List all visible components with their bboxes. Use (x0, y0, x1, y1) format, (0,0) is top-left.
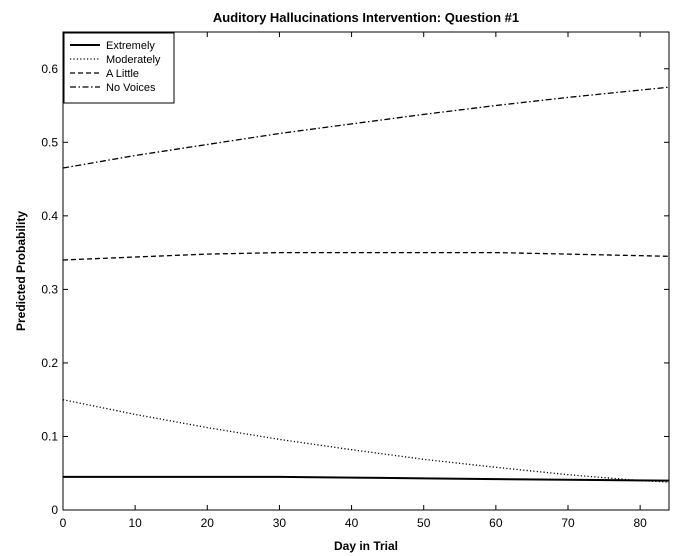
series-layer (62, 86, 670, 483)
x-tick-label: 30 (273, 516, 287, 530)
series-line-moderately (62, 399, 670, 483)
y-tick-label: 0.3 (41, 282, 58, 296)
y-axis-label: Predicted Probability (14, 211, 28, 331)
x-tick-label: 70 (561, 516, 575, 530)
y-tick-label: 0.2 (41, 356, 58, 370)
y-tick-label: 0.6 (41, 62, 58, 76)
series-line-no-voices (62, 86, 670, 169)
x-tick-label: 10 (128, 516, 142, 530)
x-tick-label: 0 (60, 516, 67, 530)
x-axis: 0 10 20 30 40 50 60 70 80 (60, 32, 647, 530)
y-tick-label: 0.5 (41, 135, 58, 149)
legend-label: Extremely (106, 40, 155, 52)
series-line-a-little (62, 251, 670, 261)
legend-label: A Little (106, 68, 139, 80)
y-tick-label: 0 (51, 503, 58, 517)
y-axis: 0 0.1 0.2 0.3 0.4 0.5 0.6 (41, 62, 669, 517)
x-tick-label: 80 (633, 516, 647, 530)
legend: Extremely Moderately A Little No Voices (63, 32, 175, 104)
x-tick-label: 60 (489, 516, 503, 530)
legend-label: No Voices (106, 82, 156, 94)
chart-title: Auditory Hallucinations Intervention: Qu… (213, 10, 519, 25)
x-tick-label: 50 (417, 516, 431, 530)
series-line-extremely (63, 475, 670, 482)
y-tick-label: 0.1 (41, 429, 58, 443)
x-tick-label: 20 (201, 516, 215, 530)
legend-label: Moderately (106, 54, 161, 66)
plot-area-frame (62, 31, 670, 511)
x-axis-label: Day in Trial (334, 539, 398, 553)
y-tick-label: 0.4 (41, 209, 58, 223)
x-tick-label: 40 (345, 516, 359, 530)
